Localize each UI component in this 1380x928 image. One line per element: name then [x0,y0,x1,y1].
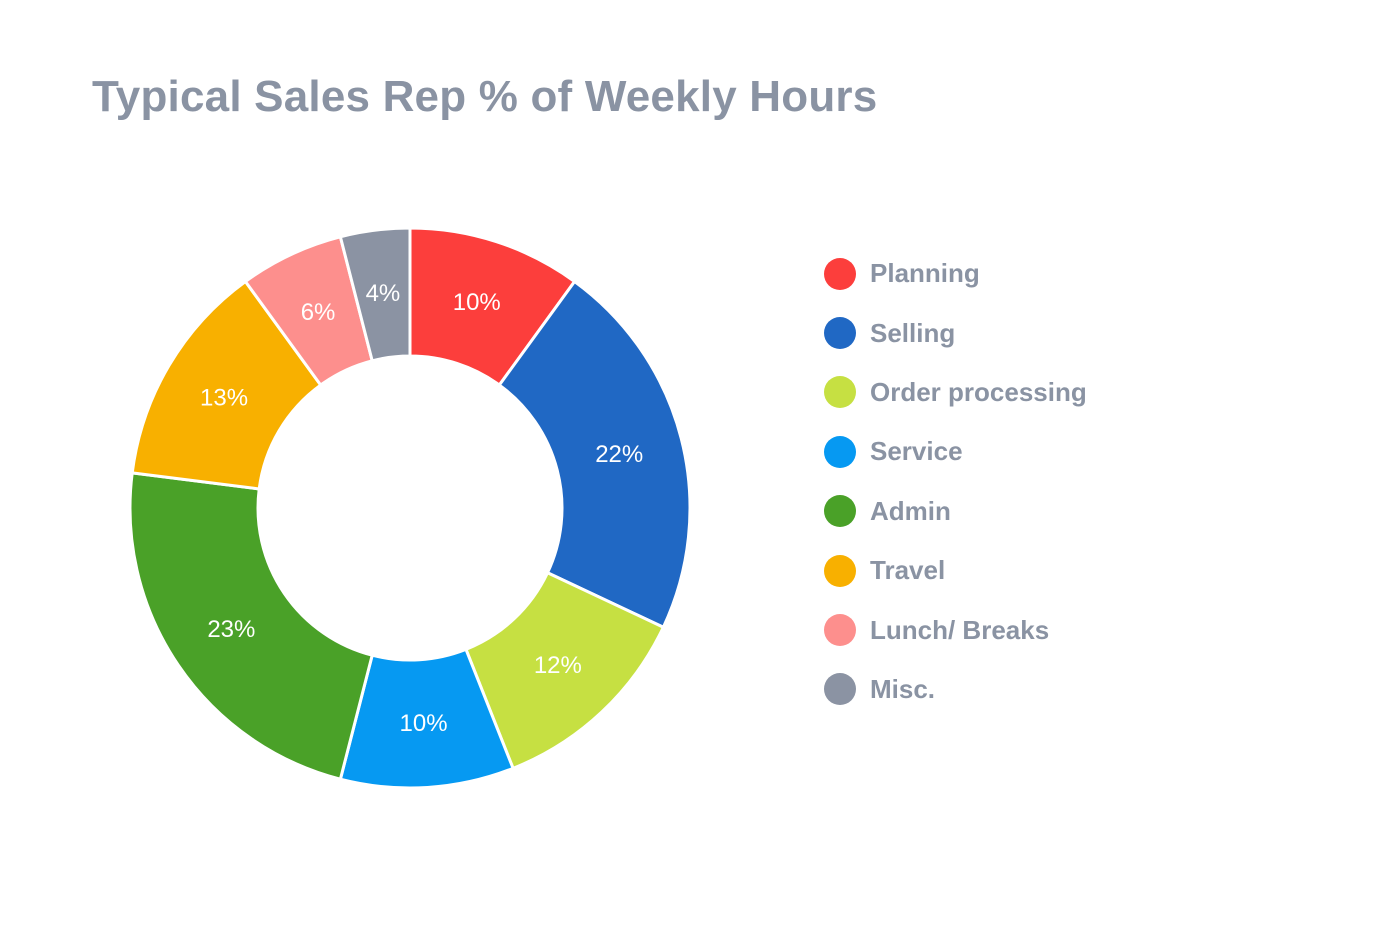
slice-label-service: 10% [400,710,448,737]
legend-label: Travel [870,555,946,586]
slice-admin [128,471,374,781]
slice-label-planning: 10% [453,289,501,316]
legend-label: Lunch/ Breaks [870,614,1050,645]
legend-swatch [824,317,856,350]
legend-item-planning: Planning [824,244,1087,303]
legend-swatch [824,376,856,409]
legend-item-order-processing: Order processing [824,363,1087,422]
legend-label: Service [870,436,963,467]
legend-item-misc: Misc. [824,660,1087,719]
slice-label-order-processing: 12% [534,652,582,679]
legend-swatch [824,673,856,706]
slice-misc [338,226,412,363]
slice-label-selling: 22% [595,441,643,468]
legend-swatch [824,257,856,290]
legend-label: Misc. [870,673,936,704]
legend-label: Order processing [870,376,1087,407]
legend-swatch [824,435,856,468]
legend-item-service: Service [824,422,1087,481]
legend-label: Selling [870,317,956,348]
slice-selling [497,279,692,629]
chart-legend: Planning Selling Order processing Service Ad… [824,244,1087,719]
chart-title: Typical Sales Rep % of Weekly Hours [92,72,878,121]
legend-swatch [824,554,856,587]
legend-label: Admin [870,495,951,526]
legend-swatch [824,614,856,647]
slice-label-travel: 13% [200,385,248,412]
donut-slices [128,226,692,790]
legend-item-admin: Admin [824,482,1087,541]
slice-label-misc: 4% [366,280,401,307]
legend-swatch [824,495,856,528]
legend-item-lunch-breaks: Lunch/ Breaks [824,600,1087,659]
slice-label-lunch-breaks: 6% [301,299,336,326]
donut-slice-labels: 10% 22% 12% 10% 23% 13% 6% 4% [200,280,643,737]
slice-label-admin: 23% [207,616,255,643]
legend-item-travel: Travel [824,541,1087,600]
legend-label: Planning [870,258,980,289]
donut-chart: 10% 22% 12% 10% 23% 13% 6% 4% [128,226,692,790]
legend-item-selling: Selling [824,303,1087,362]
